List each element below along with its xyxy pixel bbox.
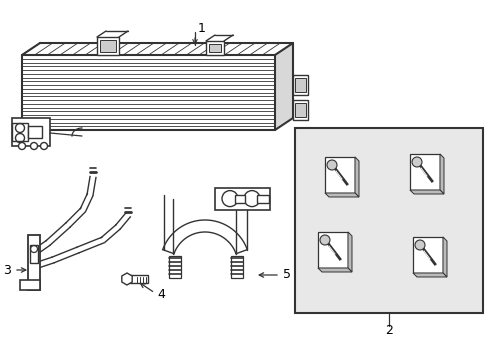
- Circle shape: [19, 143, 25, 149]
- Circle shape: [244, 190, 260, 207]
- Bar: [325, 157, 354, 193]
- Bar: [28, 126, 42, 138]
- Bar: [97, 37, 119, 55]
- Bar: [205, 41, 224, 55]
- Bar: [130, 275, 148, 283]
- Polygon shape: [442, 237, 446, 277]
- Bar: [100, 40, 116, 52]
- Bar: [12, 123, 28, 141]
- Polygon shape: [325, 193, 358, 197]
- Text: 4: 4: [157, 288, 164, 302]
- Polygon shape: [22, 43, 292, 55]
- Bar: [317, 232, 347, 268]
- Text: 3: 3: [3, 264, 11, 276]
- Polygon shape: [409, 190, 443, 194]
- Bar: [30, 245, 38, 263]
- Bar: [412, 237, 442, 273]
- Bar: [208, 44, 221, 52]
- Bar: [215, 188, 269, 210]
- Text: 2: 2: [384, 324, 392, 338]
- Polygon shape: [274, 43, 292, 130]
- Circle shape: [319, 235, 329, 245]
- Polygon shape: [22, 55, 274, 130]
- Bar: [294, 78, 305, 92]
- Circle shape: [222, 190, 238, 207]
- Bar: [292, 75, 307, 95]
- Bar: [294, 128, 482, 313]
- Polygon shape: [439, 154, 443, 194]
- Bar: [294, 103, 305, 117]
- Polygon shape: [347, 232, 351, 272]
- Bar: [257, 195, 268, 203]
- Bar: [169, 256, 181, 278]
- Polygon shape: [412, 273, 446, 277]
- Circle shape: [414, 240, 424, 250]
- Circle shape: [411, 157, 421, 167]
- Circle shape: [30, 143, 38, 149]
- Circle shape: [41, 143, 47, 149]
- Polygon shape: [354, 157, 358, 197]
- Text: 1: 1: [198, 22, 205, 35]
- Circle shape: [326, 160, 336, 170]
- Polygon shape: [317, 268, 351, 272]
- Bar: [409, 154, 439, 190]
- Bar: [28, 235, 40, 290]
- Bar: [12, 118, 50, 146]
- Bar: [20, 280, 40, 290]
- Bar: [230, 256, 243, 278]
- Bar: [235, 195, 244, 203]
- Text: 5: 5: [283, 269, 290, 282]
- Bar: [292, 100, 307, 120]
